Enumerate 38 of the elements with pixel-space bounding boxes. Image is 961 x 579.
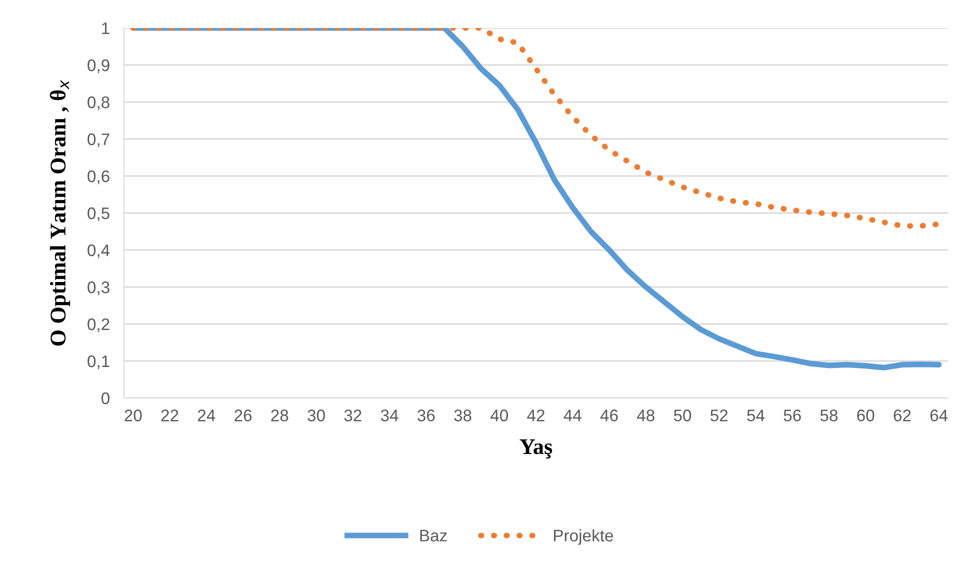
x-tick-label: 52 (710, 410, 728, 422)
x-tick-label: 60 (857, 410, 874, 422)
x-tick-label: 50 (674, 410, 692, 422)
x-tick-label: 32 (344, 410, 362, 422)
x-tick-label: 38 (454, 410, 472, 422)
x-tick-label: 62 (894, 410, 911, 422)
y-tick-label: 0,1 (88, 355, 110, 370)
y-tick-label: 0,3 (88, 281, 110, 296)
y-tick-label: 0 (101, 392, 110, 404)
y-tick-label: 0,7 (88, 133, 110, 148)
y-tick-label: 0,9 (88, 59, 110, 74)
y-tick-label: 0,2 (88, 318, 110, 332)
y-tick-label: 0,4 (88, 244, 110, 258)
y-tick-label: 0,5 (88, 207, 110, 222)
y-tick-label: 1 (102, 22, 110, 34)
y-tick-label: 0,6 (88, 170, 110, 184)
x-tick-label: 48 (636, 410, 654, 422)
legend-label: Projekte (554, 529, 614, 545)
legend-label: Baz (420, 530, 447, 542)
x-tick-label: 28 (271, 410, 288, 422)
x-tick-label: 20 (124, 410, 142, 422)
x-tick-label: 30 (308, 410, 325, 422)
x-tick-label: 42 (527, 410, 544, 422)
x-tick-label: 44 (564, 410, 582, 422)
y-tick-label: 0,8 (88, 96, 110, 110)
x-axis-title: Yaş (520, 439, 552, 459)
x-tick-label: 40 (490, 410, 508, 422)
x-tick-label: 34 (380, 410, 398, 422)
x-tick-label: 56 (784, 410, 801, 422)
x-tick-label: 64 (930, 410, 948, 422)
x-tick-label: 22 (161, 410, 178, 422)
x-tick-label: 58 (820, 410, 838, 422)
x-tick-label: 46 (600, 410, 618, 422)
y-axis-title: O Optimal Yatım Oranı , θ$_{x}$ (50, 80, 70, 346)
x-tick-label: 54 (747, 410, 765, 422)
x-tick-label: 36 (418, 410, 435, 422)
x-tick-label: 26 (234, 410, 252, 422)
x-tick-label: 24 (198, 410, 216, 422)
